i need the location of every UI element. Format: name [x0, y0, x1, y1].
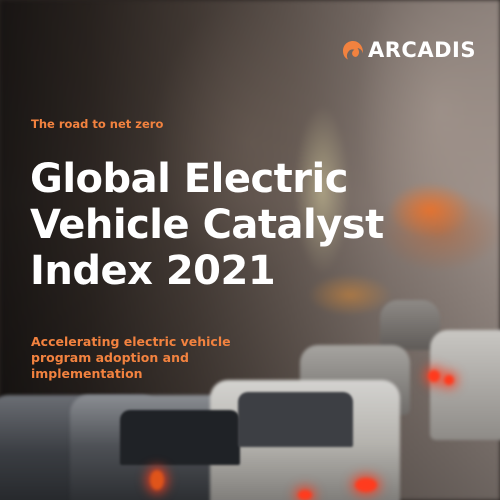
tail-light — [150, 470, 164, 490]
tail-light — [428, 370, 440, 382]
report-title: Global Electric Vehicle Catalyst Index 2… — [30, 156, 430, 294]
arcadis-flame-icon — [343, 41, 364, 60]
arcadis-logo: ARCADIS — [342, 38, 476, 62]
tail-light — [355, 478, 377, 492]
subtitle-line: program adoption and — [31, 350, 189, 365]
car-windshield — [238, 392, 353, 447]
subtitle-line: implementation — [31, 366, 143, 381]
background-car — [430, 330, 500, 440]
tail-light — [298, 490, 312, 500]
brand-name: ARCADIS — [368, 38, 476, 62]
title-line: Global Electric — [30, 156, 348, 202]
tail-light — [444, 375, 454, 385]
title-line: Vehicle Catalyst — [30, 202, 384, 248]
car-windshield — [120, 410, 240, 465]
report-kicker: The road to net zero — [31, 117, 164, 131]
subtitle-line: Accelerating electric vehicle — [31, 334, 231, 349]
title-line: Index 2021 — [30, 248, 276, 294]
report-subtitle: Accelerating electric vehicle program ad… — [31, 334, 231, 382]
